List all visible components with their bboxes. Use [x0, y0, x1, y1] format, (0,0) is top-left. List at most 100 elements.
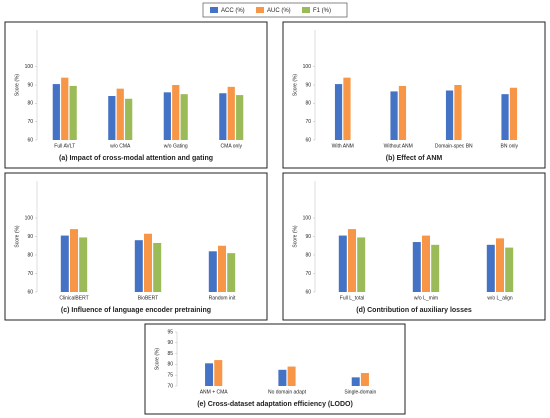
x-tick-label: Full L_total: [340, 295, 364, 301]
x-tick-label: w/o Gating: [164, 143, 188, 149]
panel-caption: (b) Effect of ANM: [386, 155, 443, 162]
legend-label: F1 (%): [313, 8, 331, 14]
y-tick-label: 60: [305, 137, 311, 143]
bar: [501, 94, 509, 140]
x-tick-label: ClinicalBERT: [59, 295, 88, 301]
bar: [214, 360, 223, 386]
x-tick-label: BN only: [500, 143, 518, 149]
y-tick-label: 75: [167, 373, 173, 379]
bar: [357, 237, 366, 292]
bar: [108, 96, 116, 140]
x-tick-label: Domain-spec BN: [435, 143, 473, 149]
bar: [287, 366, 296, 386]
bar: [208, 251, 217, 292]
bar: [219, 93, 227, 140]
bar: [338, 235, 347, 292]
bar: [398, 85, 407, 140]
legend-swatch: [210, 7, 218, 13]
bar: [52, 84, 60, 140]
y-tick-label: 100: [25, 64, 34, 70]
bar: [116, 88, 124, 140]
y-tick-label: 60: [27, 289, 33, 295]
bar: [79, 237, 88, 292]
y-tick-label: 80: [305, 101, 311, 107]
legend-box: [202, 2, 348, 18]
x-tick-label: ANM + CMA: [200, 389, 229, 395]
y-axis-label: Score (%): [154, 348, 160, 371]
panel-border: [4, 21, 268, 169]
bar: [205, 363, 214, 386]
bar: [278, 369, 287, 386]
x-tick-label: Single-domain: [344, 389, 376, 395]
bar: [180, 94, 188, 140]
bar: [505, 247, 514, 292]
bar: [422, 235, 430, 292]
bar: [496, 238, 504, 292]
y-tick-label: 100: [303, 64, 312, 70]
x-tick-label: Full AVLT: [54, 143, 75, 149]
bar: [227, 86, 235, 140]
y-tick-label: 60: [27, 137, 33, 143]
y-axis-label: Score (%): [292, 225, 298, 248]
y-axis-label: Score (%): [14, 74, 20, 97]
x-tick-label: No domain adapt: [268, 389, 307, 395]
panel-caption: (d) Contribution of auxiliary losses: [356, 307, 472, 314]
panel-caption: (e) Cross-dataset adaptation efficiency …: [197, 401, 353, 408]
y-tick-label: 90: [305, 82, 311, 88]
legend-label: AUC (%): [267, 8, 291, 14]
y-tick-label: 90: [167, 340, 173, 346]
y-tick-label: 70: [305, 271, 311, 277]
bar: [153, 242, 162, 292]
bar: [70, 229, 78, 292]
y-tick-label: 90: [27, 82, 33, 88]
y-tick-label: 95: [167, 329, 173, 335]
bar: [125, 98, 133, 140]
panel-border: [282, 21, 546, 169]
bar: [61, 77, 69, 140]
y-tick-label: 90: [27, 234, 33, 240]
panel-caption: (a) Impact of cross-modal attention and …: [59, 155, 213, 162]
x-tick-label: Without ANM: [384, 143, 413, 149]
bar: [172, 85, 180, 140]
y-tick-label: 60: [305, 289, 311, 295]
bar: [227, 253, 236, 292]
bar: [236, 95, 244, 140]
bar: [486, 244, 495, 292]
bar: [343, 77, 351, 140]
x-tick-label: With ANM: [332, 143, 354, 149]
legend-swatch: [302, 7, 310, 13]
bar: [334, 84, 343, 140]
y-tick-label: 70: [27, 271, 33, 277]
bar: [509, 87, 518, 140]
bar: [163, 92, 171, 140]
legend-label: ACC (%): [221, 8, 245, 14]
bar: [412, 242, 421, 292]
y-tick-label: 80: [305, 252, 311, 258]
x-tick-label: w/o CMA: [110, 143, 131, 149]
bar: [445, 90, 454, 140]
y-tick-label: 70: [305, 119, 311, 125]
y-tick-label: 80: [167, 362, 173, 368]
x-tick-label: Random init: [209, 295, 236, 301]
y-axis-label: Score (%): [292, 74, 298, 97]
bar: [431, 244, 440, 292]
bar: [218, 245, 226, 292]
panel-border: [4, 172, 268, 321]
bar: [351, 377, 360, 386]
bar: [348, 229, 356, 292]
y-tick-label: 80: [27, 252, 33, 258]
bar: [60, 235, 69, 292]
bar: [144, 233, 152, 292]
x-tick-label: w/o L_mim: [414, 295, 438, 301]
y-tick-label: 70: [27, 119, 33, 125]
legend-swatch: [256, 7, 264, 13]
panel-border: [144, 323, 406, 415]
x-tick-label: w/o L_align: [487, 295, 513, 301]
x-tick-label: CMA only: [221, 143, 243, 149]
bar: [69, 85, 77, 140]
y-tick-label: 80: [27, 101, 33, 107]
bar: [360, 373, 369, 386]
bar: [390, 91, 398, 140]
panel-border: [282, 172, 546, 321]
